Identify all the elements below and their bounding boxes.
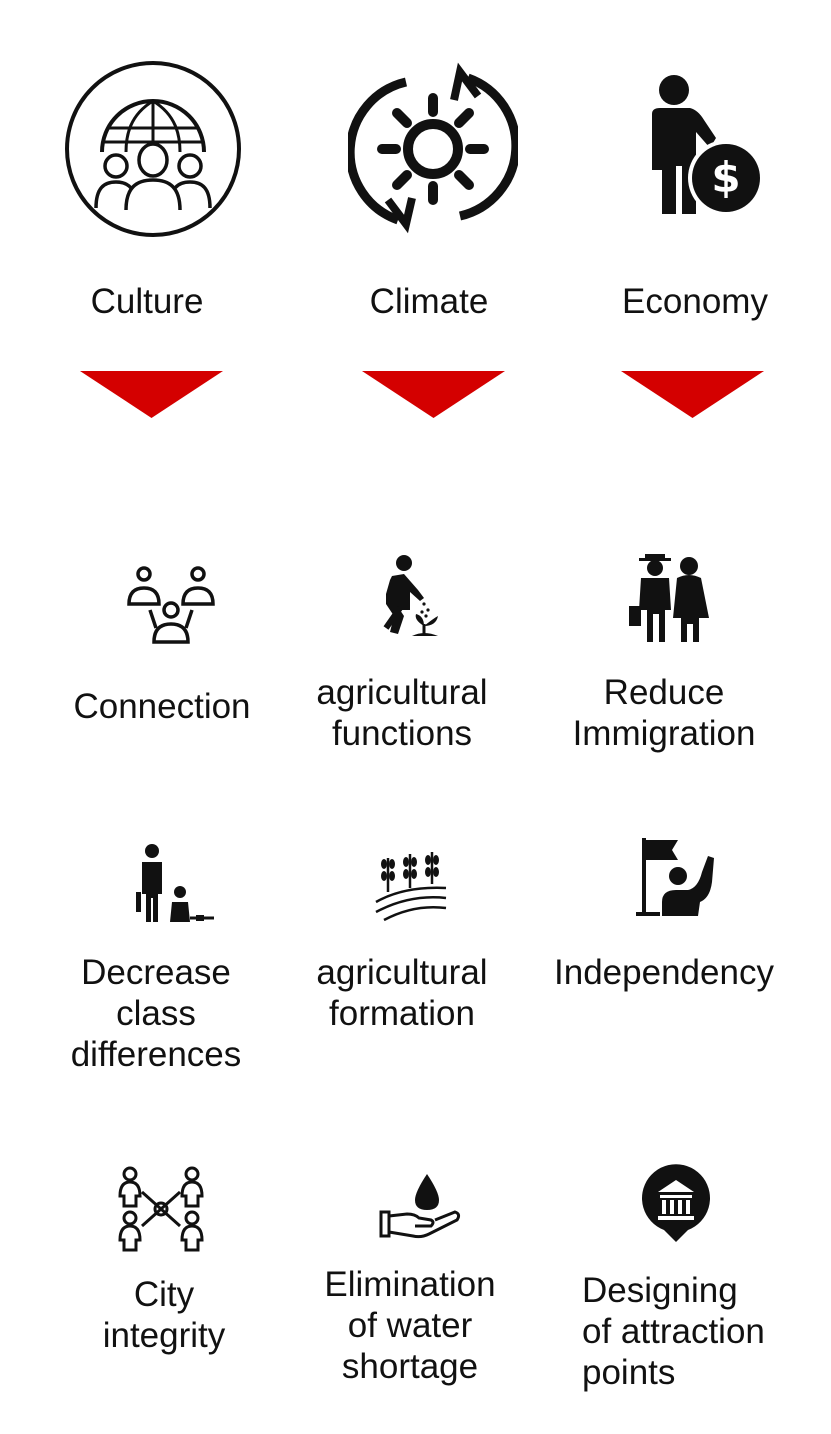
network-people-icon — [126, 566, 216, 646]
outcome-label-reduce-immigration: Reduce Immigration — [572, 673, 756, 753]
landmark-pin-icon — [640, 1164, 712, 1244]
outcome-label-elimination-water-shortage: Elimination of water shortage — [324, 1265, 496, 1386]
outcome-label-independency: Independency — [554, 953, 774, 992]
outcome-label-designing-attraction-points: Designing of attraction points — [582, 1271, 765, 1392]
linked-people-icon — [116, 1166, 206, 1252]
arrow-down-culture — [80, 371, 223, 418]
outcome-label-connection: Connection — [73, 687, 251, 726]
gardener-icon — [378, 554, 444, 638]
globe-people-icon — [64, 60, 242, 238]
flag-person-icon — [636, 836, 716, 918]
category-label-economy: Economy — [622, 282, 768, 321]
arrow-down-climate — [362, 371, 505, 418]
businessman-dollar-icon: $ — [646, 74, 766, 220]
arrow-down-economy — [621, 371, 764, 418]
water-hand-icon — [379, 1172, 463, 1240]
adult-child-icon — [134, 844, 216, 924]
sun-cycle-icon — [348, 60, 518, 238]
outcome-label-decrease-class-differences: Decrease class differences — [70, 953, 242, 1074]
svg-text:$: $ — [711, 153, 740, 202]
outcome-label-agricultural-formation: agricultural formation — [316, 953, 488, 1033]
crop-field-icon — [374, 848, 448, 922]
outcome-label-agricultural-functions: agricultural functions — [316, 673, 488, 753]
elderly-couple-icon — [629, 548, 715, 644]
category-label-culture: Culture — [90, 282, 204, 321]
category-label-climate: Climate — [369, 282, 489, 321]
outcome-label-city-integrity: City integrity — [102, 1275, 226, 1355]
